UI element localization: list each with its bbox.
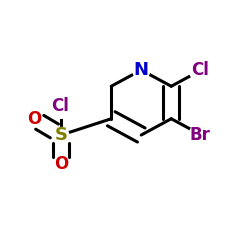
Circle shape	[189, 58, 213, 82]
Circle shape	[49, 94, 73, 118]
Text: N: N	[134, 61, 149, 79]
Circle shape	[132, 61, 150, 79]
Text: O: O	[54, 155, 68, 173]
Circle shape	[189, 123, 213, 147]
Text: O: O	[26, 110, 41, 128]
Text: Cl: Cl	[191, 61, 209, 79]
Text: S: S	[55, 126, 68, 144]
Circle shape	[28, 112, 40, 125]
Text: Br: Br	[190, 126, 210, 144]
Circle shape	[55, 158, 68, 170]
Text: Cl: Cl	[51, 97, 69, 115]
Circle shape	[54, 128, 69, 142]
